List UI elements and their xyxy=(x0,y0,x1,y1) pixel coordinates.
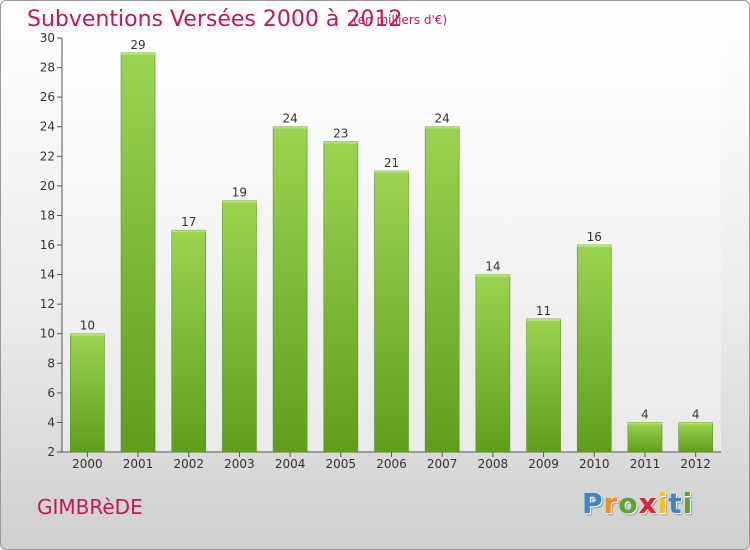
bar-highlight xyxy=(577,245,612,247)
x-tick-label: 2000 xyxy=(72,457,103,471)
x-tick-label: 2010 xyxy=(579,457,610,471)
y-tick-label: 18 xyxy=(40,208,55,222)
y-tick-label: 6 xyxy=(47,386,55,400)
bar-highlight xyxy=(273,126,308,129)
bar xyxy=(424,126,460,453)
y-tick-label: 16 xyxy=(40,238,55,252)
logo-letter: i xyxy=(657,487,669,520)
y-tick-label: 10 xyxy=(40,327,55,341)
logo-letter: o xyxy=(618,487,639,520)
bar-highlight xyxy=(374,171,409,174)
y-tick-label: 2 xyxy=(47,445,55,459)
bar xyxy=(222,200,257,453)
data-label: 24 xyxy=(435,112,450,126)
logo-letter: P xyxy=(582,487,604,520)
y-tick-label: 12 xyxy=(40,297,55,311)
y-tick-label: 30 xyxy=(40,31,55,45)
logo-letter: i xyxy=(682,487,694,520)
bar-highlight xyxy=(171,230,206,233)
data-label: 16 xyxy=(587,230,602,244)
bar xyxy=(374,170,409,453)
x-tick-label: 2003 xyxy=(224,457,255,471)
bar-highlight xyxy=(475,274,510,277)
bar xyxy=(576,244,612,453)
logo-letter: t xyxy=(668,487,683,520)
chart-title: Subventions Versées 2000 à 2012 xyxy=(27,7,403,32)
chart-subtitle: (en milliers d'€) xyxy=(353,13,448,27)
commune-name: GIMBRèDE xyxy=(37,495,143,519)
bar xyxy=(526,318,561,453)
data-label: 4 xyxy=(692,407,700,421)
bar-highlight xyxy=(121,52,156,55)
x-tick-label: 2009 xyxy=(528,457,559,471)
bar-highlight xyxy=(627,422,662,425)
bar-highlight xyxy=(323,141,358,144)
y-tick-label: 28 xyxy=(40,61,55,75)
x-tick-label: 2001 xyxy=(123,457,154,471)
bar-highlight xyxy=(526,318,561,321)
bar xyxy=(120,52,156,453)
data-label: 24 xyxy=(282,112,297,126)
data-label: 21 xyxy=(384,156,399,170)
data-label: 19 xyxy=(232,186,247,200)
x-tick-label: 2012 xyxy=(680,457,711,471)
logo-letter: x xyxy=(638,487,658,520)
x-tick-label: 2008 xyxy=(478,457,509,471)
y-tick-label: 8 xyxy=(47,356,55,370)
x-tick-label: 2006 xyxy=(376,457,407,471)
bar-highlight xyxy=(678,422,713,425)
bar xyxy=(627,422,663,453)
x-tick-label: 2005 xyxy=(326,457,357,471)
proxiti-logo: Proxiti xyxy=(582,487,693,520)
bar xyxy=(323,141,359,453)
y-tick-label: 14 xyxy=(40,268,55,282)
data-label: 17 xyxy=(181,215,196,229)
x-tick-label: 2007 xyxy=(427,457,458,471)
bar xyxy=(678,422,713,453)
bar-highlight xyxy=(70,333,105,336)
logo-letter: r xyxy=(603,487,619,520)
data-label: 11 xyxy=(536,304,551,318)
bar-highlight xyxy=(222,200,257,203)
bar xyxy=(70,333,105,453)
y-tick-label: 26 xyxy=(40,90,55,104)
y-tick-label: 4 xyxy=(47,415,55,429)
x-tick-label: 2011 xyxy=(630,457,661,471)
x-tick-label: 2004 xyxy=(275,457,306,471)
bar xyxy=(171,229,207,453)
bar xyxy=(475,274,511,453)
bar-highlight xyxy=(425,126,460,129)
y-tick-label: 20 xyxy=(40,179,55,193)
data-label: 14 xyxy=(485,260,500,274)
y-tick-label: 22 xyxy=(40,149,55,163)
x-tick-label: 2002 xyxy=(173,457,204,471)
data-label: 10 xyxy=(80,319,95,333)
data-label: 23 xyxy=(333,127,348,141)
bar xyxy=(272,126,308,453)
y-tick-label: 24 xyxy=(40,120,55,134)
data-label: 4 xyxy=(641,407,649,421)
data-label: 29 xyxy=(130,38,145,52)
